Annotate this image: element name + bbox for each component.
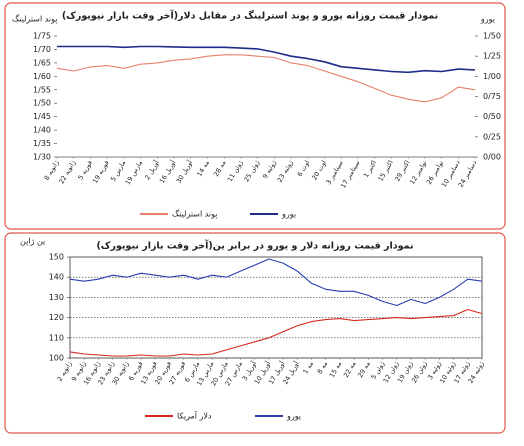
legend-label: پوند استرلینگ <box>172 209 218 219</box>
y-tick-label: 1/35 <box>33 139 51 148</box>
x-tick-label: 20 اوت <box>310 159 328 182</box>
plot-frame <box>69 256 483 359</box>
y2-tick-label: 1/25 <box>483 52 501 61</box>
y-tick-label: 1/50 <box>33 99 51 108</box>
x-tick-label: 14 مه <box>195 159 211 178</box>
chart-title: نمودار قیمت روزانه دلار و یورو در برابر … <box>96 239 413 252</box>
x-tick-label: 23 ژوئیه <box>276 159 295 184</box>
x-tick-label: 8 ژانویه <box>43 159 61 182</box>
y-tick-label: 1/45 <box>33 112 51 121</box>
x-tick-label: 19 فوریه <box>91 159 111 185</box>
y2-tick-label: 0/50 <box>483 112 501 121</box>
chart-frame <box>4 232 506 434</box>
y2-tick-label: 0/00 <box>483 153 501 162</box>
legend-label: دلار آمریکا <box>177 411 212 421</box>
y-tick-label: 110 <box>49 333 64 342</box>
chart-frame <box>4 2 506 230</box>
y-tick-label: 100 <box>49 354 64 363</box>
y-tick-label: 1/70 <box>33 45 51 54</box>
y-axis-title: ین ژاپن <box>20 237 45 246</box>
y-tick-label: 1/55 <box>33 85 51 94</box>
y-tick-label: 130 <box>49 293 64 302</box>
x-tick-label: 2 آوریل <box>142 157 161 181</box>
y-tick-label: 1/30 <box>33 153 51 162</box>
x-tick-label: 22 مه <box>342 360 358 379</box>
x-tick-label: 9 ژوئیه <box>261 159 278 180</box>
x-tick-label: 5 فوریه <box>76 159 93 181</box>
y-tick-label: 1/65 <box>33 58 51 67</box>
y-tick-label: 1/60 <box>33 72 51 81</box>
legend-label: یورو <box>286 412 301 421</box>
x-tick-label: 15 مه <box>328 360 344 379</box>
series-line <box>69 308 483 357</box>
series-line <box>57 45 476 74</box>
x-tick-label: 1 اکتبر <box>362 159 378 179</box>
chart-title: نمودار قیمت روزانه یورو و پوند استرلینگ … <box>62 9 438 22</box>
y2-tick-label: 1/00 <box>483 72 501 81</box>
series-line <box>56 54 476 103</box>
x-tick-label: 25 ژوئن <box>242 159 261 183</box>
y-tick-label: 1/75 <box>33 32 51 41</box>
y-axis-title: پوند استرلینگ <box>12 14 58 24</box>
legend-label: یورو <box>281 210 296 219</box>
x-tick-label: 8 مه <box>316 360 330 375</box>
y-tick-label: 150 <box>49 253 64 262</box>
x-tick-label: 1 مه <box>301 360 315 375</box>
y-tick-label: 1/40 <box>33 126 51 135</box>
x-tick-label: 30 آوریل <box>174 157 195 184</box>
x-tick-label: 28 مه <box>212 159 228 178</box>
y2-tick-label: 1/50 <box>483 32 501 41</box>
series-line <box>69 258 483 307</box>
y-tick-label: 140 <box>49 273 64 282</box>
y2-tick-label: 0/25 <box>483 132 501 141</box>
x-tick-label: 6 اوت <box>296 159 312 178</box>
y-tick-label: 120 <box>49 313 64 322</box>
y2-tick-label: 0/75 <box>483 92 501 101</box>
y2-axis-title: یورو <box>480 15 495 24</box>
